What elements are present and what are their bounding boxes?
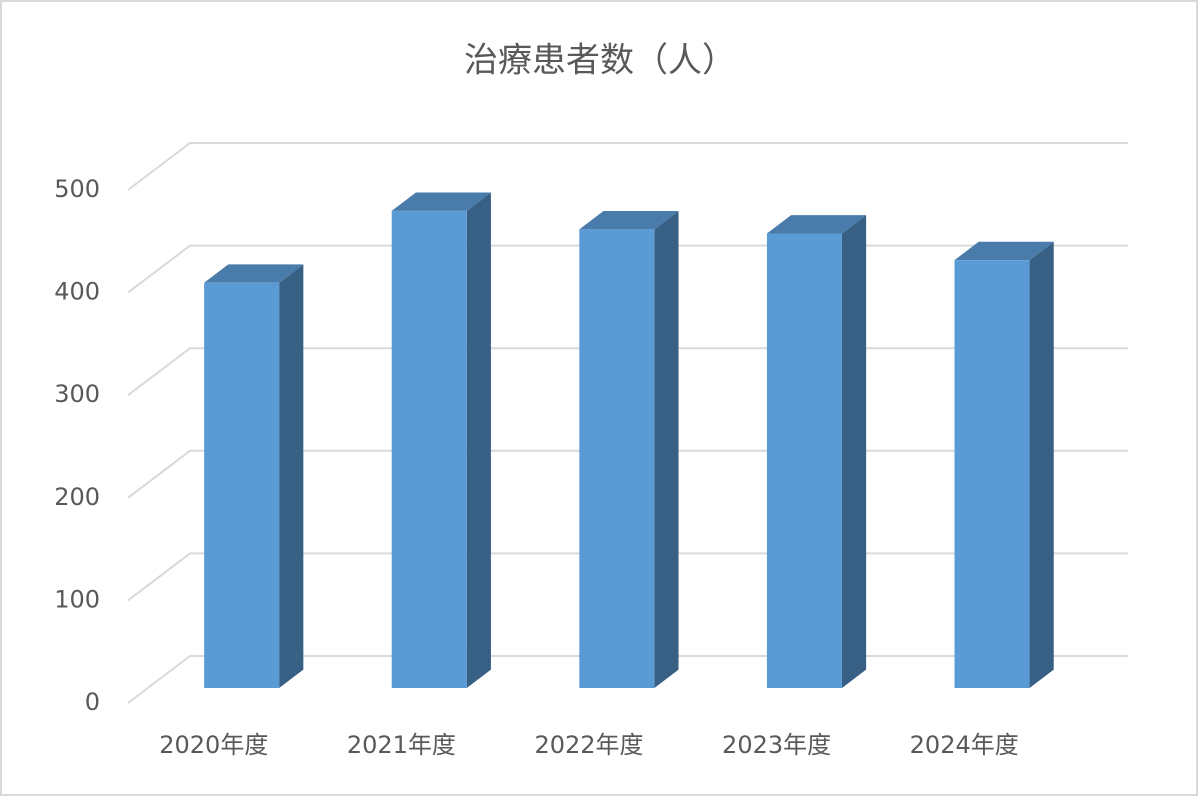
bar [766, 215, 867, 688]
bar [579, 211, 679, 688]
bar-front [766, 233, 842, 688]
chart-title: 治療患者数（人） [464, 41, 736, 81]
bar-front [204, 282, 280, 688]
x-tick-label: 2022年度 [534, 731, 643, 759]
x-tick-label: 2024年度 [910, 731, 1019, 759]
y-tick-label: 0 [85, 688, 100, 716]
y-tick-label: 500 [54, 175, 100, 203]
bar-top [766, 215, 867, 234]
x-tick-label: 2021年度 [347, 731, 456, 759]
bar-top [391, 192, 491, 211]
bar [954, 241, 1054, 688]
x-tick-label: 2023年度 [722, 731, 831, 759]
bar-top [579, 211, 679, 230]
y-tick-label: 200 [54, 483, 100, 511]
y-tick-label: 300 [54, 380, 100, 408]
bar-side [654, 211, 679, 688]
bar-side [841, 215, 867, 688]
grid-line [127, 142, 1128, 191]
bar-top [204, 264, 304, 283]
y-tick-label: 400 [54, 278, 100, 306]
bar-front [391, 210, 467, 688]
bar-front [954, 260, 1030, 688]
bar-top [954, 241, 1054, 261]
bar [204, 264, 304, 688]
x-tick-label: 2020年度 [159, 731, 268, 759]
bar-side [466, 192, 491, 688]
bar [391, 192, 491, 688]
bar-side [279, 264, 304, 688]
bar-front [579, 229, 655, 688]
bar-side [1029, 241, 1054, 688]
y-tick-label: 100 [54, 585, 100, 613]
